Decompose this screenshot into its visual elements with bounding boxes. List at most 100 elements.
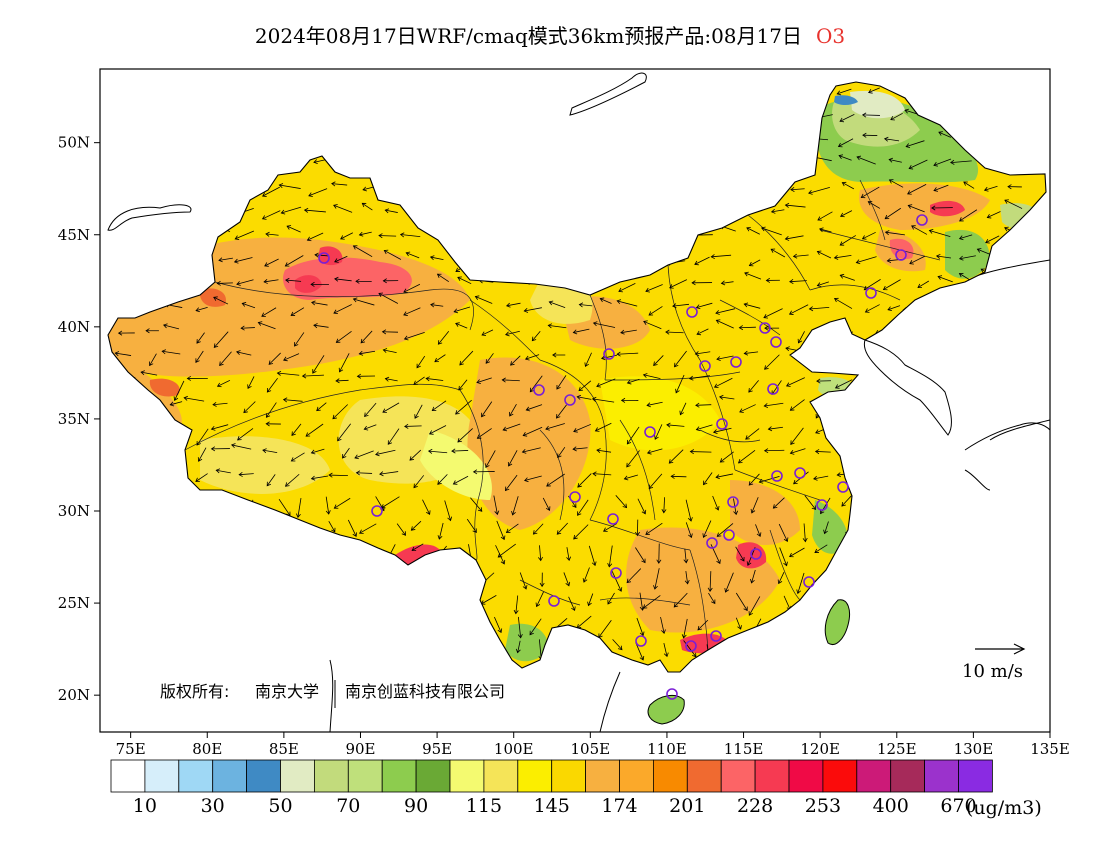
wind-arrow: [308, 188, 328, 197]
wind-arrowhead: [529, 387, 535, 393]
wind-arrow: [984, 185, 998, 191]
wind-arrowhead: [616, 299, 622, 305]
wind-arrowhead: [834, 384, 840, 389]
province-line: [604, 371, 741, 381]
wind-arrowhead: [311, 300, 316, 306]
lon-tick-label: 75E: [116, 740, 146, 758]
wind-arrowhead: [697, 625, 702, 631]
wind-arrow: [247, 376, 255, 389]
wind-arrow: [579, 304, 593, 307]
wind-arrowhead: [384, 208, 390, 214]
wind-arrow: [715, 308, 736, 314]
wind-arrow: [328, 520, 336, 533]
wind-arrowhead: [434, 357, 439, 363]
wind-arrow: [378, 235, 397, 237]
wind-arrowhead: [474, 295, 480, 301]
wind-arrow: [266, 402, 277, 418]
wind-arrow: [342, 447, 350, 459]
wind-arrow: [804, 495, 816, 510]
province-line: [539, 359, 607, 521]
wind-arrowhead: [278, 183, 284, 188]
wind-arrowhead: [716, 356, 721, 362]
wind-arrow: [745, 428, 760, 440]
colorbar-swatch: [246, 759, 281, 793]
wind-arrowhead: [405, 251, 411, 257]
wind-arrowhead: [695, 402, 700, 408]
wind-arrow: [519, 572, 527, 590]
wind-arrowhead: [976, 248, 982, 253]
wind-arrowhead: [447, 516, 453, 522]
wind-arrow: [353, 245, 373, 258]
wind-arrow: [717, 523, 734, 537]
wind-arrowhead: [790, 187, 795, 192]
wind-arrowhead: [618, 287, 623, 293]
wind-arrowhead: [815, 429, 820, 434]
wind-arrowhead: [882, 285, 888, 291]
wind-arrow: [217, 379, 231, 387]
wind-arrow: [817, 251, 832, 259]
wind-arrowhead: [861, 235, 867, 240]
wind-arrowhead: [362, 186, 367, 192]
wind-arrow: [959, 209, 978, 222]
wind-arrowhead: [716, 532, 722, 537]
wind-arrow: [639, 592, 644, 611]
station-marker: [895, 249, 907, 261]
wind-arrowhead: [783, 561, 788, 567]
station-marker: [771, 470, 783, 482]
wind-arrowhead: [770, 248, 776, 253]
lon-tick-label: 120E: [800, 740, 840, 758]
wind-arrow: [654, 568, 660, 590]
wind-arrowhead: [577, 511, 582, 516]
wind-arrow: [378, 292, 399, 304]
wind-arrowhead: [314, 252, 319, 258]
wind-arrowhead: [411, 546, 417, 552]
wind-arrow: [987, 211, 1001, 218]
wind-arrow: [814, 544, 828, 553]
wind-arrowhead: [596, 382, 601, 388]
wind-arrowhead: [796, 589, 802, 595]
wind-arrowhead: [864, 308, 870, 313]
wind-arrow: [481, 329, 494, 336]
wind-arrowhead: [535, 602, 541, 608]
wind-arrowhead: [548, 300, 554, 306]
wind-arrow: [329, 474, 348, 477]
lon-tick-label: 90E: [345, 740, 375, 758]
wind-arrow: [709, 571, 712, 592]
wind-arrow: [522, 447, 541, 453]
province-boundaries: [184, 179, 941, 651]
wind-arrowhead: [1004, 199, 1009, 204]
wind-arrowhead: [841, 181, 847, 187]
wind-arrow: [362, 203, 373, 211]
wind-arrowhead: [552, 352, 557, 358]
wind-arrow: [411, 543, 424, 551]
wind-arrowhead: [511, 510, 516, 516]
lat-tick-label: 20N: [58, 686, 90, 704]
wind-arrowhead: [358, 350, 364, 356]
wind-arrowhead: [720, 280, 726, 286]
wind-arrow: [426, 378, 444, 381]
wind-arrowhead: [455, 410, 460, 415]
wind-arrowhead: [841, 502, 846, 507]
wind-arrow: [790, 188, 805, 191]
wind-arrowhead: [718, 394, 724, 400]
wind-arrowhead: [504, 486, 510, 492]
wind-arrow: [262, 210, 281, 220]
wind-arrow: [653, 355, 664, 366]
wind-arrow: [648, 473, 663, 489]
wind-arrow: [475, 296, 493, 304]
wind-arrow: [654, 424, 663, 440]
wind-arrow: [573, 524, 589, 540]
coastline: [107, 204, 192, 231]
wind-arrow: [556, 404, 567, 419]
wind-arrowhead: [335, 378, 340, 384]
wind-arrow: [744, 272, 762, 280]
wind-arrow: [515, 595, 519, 614]
wind-arrow: [382, 402, 400, 413]
station-marker: [723, 529, 735, 541]
wind-arrow: [720, 451, 734, 463]
wind-arrow: [505, 474, 518, 491]
wind-arrow: [820, 497, 831, 514]
wind-arrowhead: [332, 414, 337, 420]
wind-arrow: [542, 497, 550, 511]
wind-arrow: [285, 255, 304, 267]
